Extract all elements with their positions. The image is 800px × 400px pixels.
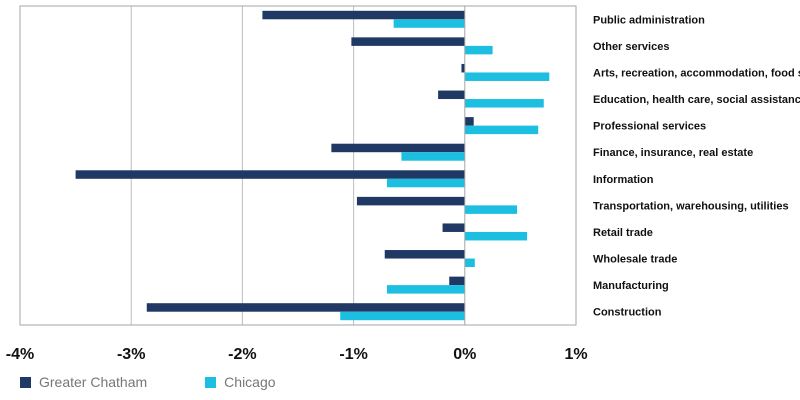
category-label-information: Information (593, 174, 654, 186)
x-tick-label-0: -4% (6, 346, 34, 363)
bar-chicago-wholesale-trade (464, 258, 475, 268)
bar-chicago-finance-insurance-real-estate (401, 152, 465, 161)
category-label-finance-insurance-real-estate: Finance, insurance, real estate (593, 147, 753, 159)
legend-swatch-greater-chatham (20, 376, 31, 388)
category-label-transportation-warehousing-utilities: Transportation, warehousing, utilities (593, 200, 789, 212)
category-label-professional-services: Professional services (593, 121, 706, 133)
legend-item-chicago: Chicago (205, 374, 276, 390)
legend-item-greater-chatham: Greater Chatham (20, 374, 147, 390)
legend-label-greater-chatham: Greater Chatham (39, 374, 148, 390)
bar-greater-chatham-other-services (351, 37, 465, 46)
bar-greater-chatham-professional-services (464, 117, 474, 126)
category-label-arts-recreation-accommodation-food-service: Arts, recreation, accommodation, food se… (593, 67, 800, 79)
x-tick-label-5: 1% (564, 346, 587, 363)
category-label-education-health-care-social-assistance: Education, health care, social assistanc… (593, 94, 800, 106)
bar-greater-chatham-finance-insurance-real-estate (331, 143, 465, 153)
legend-swatch-chicago (205, 376, 217, 388)
category-label-wholesale-trade: Wholesale trade (593, 254, 677, 266)
bar-greater-chatham-wholesale-trade (384, 250, 465, 259)
bar-chicago-arts-recreation-accommodation-food-service (464, 72, 550, 81)
bar-chicago-information (386, 178, 465, 188)
x-tick-label-2: -2% (228, 346, 256, 363)
bar-greater-chatham-education-health-care-social-assistance (438, 90, 465, 100)
legend: Greater Chatham Chicago (20, 374, 334, 390)
bar-greater-chatham-retail-trade (442, 223, 465, 232)
bar-greater-chatham-information (75, 170, 465, 179)
x-tick-label-3: -1% (339, 346, 367, 363)
category-label-public-administration: Public administration (593, 14, 705, 26)
bar-greater-chatham-transportation-warehousing-utilities (356, 196, 465, 206)
category-label-construction: Construction (593, 307, 662, 319)
bar-chicago-professional-services (464, 125, 539, 135)
bar-chicago-transportation-warehousing-utilities (464, 205, 518, 214)
category-label-other-services: Other services (593, 41, 669, 53)
bar-chicago-public-administration (393, 19, 465, 28)
bar-greater-chatham-public-administration (262, 10, 465, 20)
legend-label-chicago: Chicago (224, 374, 276, 390)
x-tick-label-4: 0% (453, 346, 476, 363)
bar-greater-chatham-arts-recreation-accommodation-food-service (461, 63, 465, 73)
bar-chicago-construction (340, 311, 465, 321)
bar-chicago-manufacturing (386, 285, 465, 294)
bar-greater-chatham-manufacturing (449, 276, 465, 286)
bar-chicago-education-health-care-social-assistance (464, 99, 544, 108)
bar-chicago-retail-trade (464, 231, 528, 241)
bar-chicago-other-services (464, 45, 493, 55)
bar-greater-chatham-construction (146, 303, 465, 312)
category-label-manufacturing: Manufacturing (593, 280, 669, 292)
plot-frame (19, 5, 577, 326)
x-tick-label-1: -3% (117, 346, 145, 363)
category-label-retail-trade: Retail trade (593, 227, 653, 239)
